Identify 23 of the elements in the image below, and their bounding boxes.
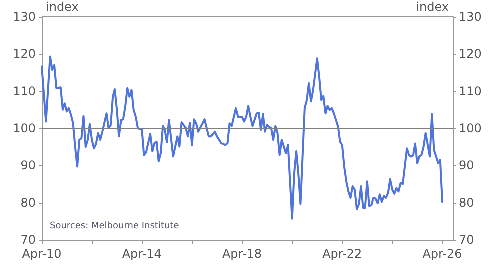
y-tick-label: 110 (13, 84, 36, 98)
y-axis-title: index (46, 0, 79, 14)
y-tick-label: 100 (13, 122, 36, 136)
y2-tick-label: 130 (459, 10, 482, 24)
x-tick-label: Apr-22 (322, 247, 362, 261)
y2-tick-label: 80 (459, 196, 474, 210)
y-tick-label: 80 (20, 196, 36, 210)
y2-tick-label: 90 (459, 158, 474, 173)
y2-axis-title: index (416, 0, 449, 14)
annotation: Sources: Melbourne Institute (50, 222, 180, 232)
y-tick-label: 70 (20, 233, 36, 247)
x-tick-label: Apr-10 (22, 247, 62, 261)
y2-tick-label: 70 (459, 233, 474, 247)
y2-tick-label: 110 (459, 84, 482, 98)
x-tick-label: Apr-14 (122, 247, 162, 261)
y2-tick-label: 120 (459, 47, 482, 62)
y-tick-label: 90 (20, 158, 36, 173)
line-series (41, 56, 444, 220)
x-tick-label: Apr-18 (222, 247, 262, 261)
x-tick-label: Apr-26 (422, 247, 462, 261)
y-tick-label: 130 (13, 10, 36, 24)
y-tick-label: 120 (13, 47, 36, 62)
y2-tick-label: 100 (459, 122, 482, 136)
